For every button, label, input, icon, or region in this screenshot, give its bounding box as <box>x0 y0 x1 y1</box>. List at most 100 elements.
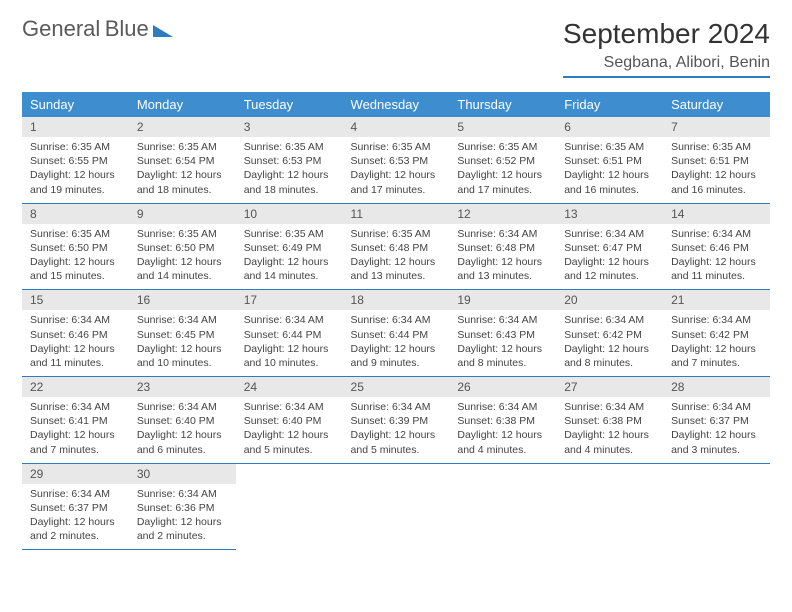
calendar-cell: 8Sunrise: 6:35 AMSunset: 6:50 PMDaylight… <box>22 203 129 290</box>
col-tuesday: Tuesday <box>236 92 343 117</box>
day-number: 19 <box>449 290 556 310</box>
day-number: 11 <box>343 204 450 224</box>
calendar-cell: 7Sunrise: 6:35 AMSunset: 6:51 PMDaylight… <box>663 117 770 203</box>
logo-line1: General <box>22 16 100 41</box>
day-number: 9 <box>129 204 236 224</box>
day-number: 4 <box>343 117 450 137</box>
title-block: September 2024 Segbana, Alibori, Benin <box>563 18 770 78</box>
calendar-cell: 24Sunrise: 6:34 AMSunset: 6:40 PMDayligh… <box>236 377 343 464</box>
calendar-table: Sunday Monday Tuesday Wednesday Thursday… <box>22 92 770 550</box>
day-number: 8 <box>22 204 129 224</box>
calendar-cell: 26Sunrise: 6:34 AMSunset: 6:38 PMDayligh… <box>449 377 556 464</box>
day-info: Sunrise: 6:34 AMSunset: 6:41 PMDaylight:… <box>22 397 129 463</box>
day-number: 30 <box>129 464 236 484</box>
calendar-row: 22Sunrise: 6:34 AMSunset: 6:41 PMDayligh… <box>22 377 770 464</box>
day-number: 29 <box>22 464 129 484</box>
day-info: Sunrise: 6:34 AMSunset: 6:43 PMDaylight:… <box>449 310 556 376</box>
calendar-cell: 5Sunrise: 6:35 AMSunset: 6:52 PMDaylight… <box>449 117 556 203</box>
calendar-head: Sunday Monday Tuesday Wednesday Thursday… <box>22 92 770 117</box>
calendar-cell: 25Sunrise: 6:34 AMSunset: 6:39 PMDayligh… <box>343 377 450 464</box>
day-number: 1 <box>22 117 129 137</box>
day-info: Sunrise: 6:34 AMSunset: 6:44 PMDaylight:… <box>236 310 343 376</box>
day-number: 18 <box>343 290 450 310</box>
calendar-cell: 14Sunrise: 6:34 AMSunset: 6:46 PMDayligh… <box>663 203 770 290</box>
day-info: Sunrise: 6:35 AMSunset: 6:54 PMDaylight:… <box>129 137 236 203</box>
calendar-row: 8Sunrise: 6:35 AMSunset: 6:50 PMDaylight… <box>22 203 770 290</box>
day-info: Sunrise: 6:34 AMSunset: 6:40 PMDaylight:… <box>236 397 343 463</box>
calendar-cell: 12Sunrise: 6:34 AMSunset: 6:48 PMDayligh… <box>449 203 556 290</box>
day-info: Sunrise: 6:34 AMSunset: 6:48 PMDaylight:… <box>449 224 556 290</box>
col-thursday: Thursday <box>449 92 556 117</box>
logo-line2: Blue <box>105 16 149 41</box>
day-number: 17 <box>236 290 343 310</box>
calendar-row: 1Sunrise: 6:35 AMSunset: 6:55 PMDaylight… <box>22 117 770 203</box>
calendar-cell <box>663 463 770 550</box>
calendar-cell: 23Sunrise: 6:34 AMSunset: 6:40 PMDayligh… <box>129 377 236 464</box>
day-number: 10 <box>236 204 343 224</box>
day-number: 21 <box>663 290 770 310</box>
day-number: 12 <box>449 204 556 224</box>
day-info: Sunrise: 6:34 AMSunset: 6:38 PMDaylight:… <box>449 397 556 463</box>
calendar-cell: 21Sunrise: 6:34 AMSunset: 6:42 PMDayligh… <box>663 290 770 377</box>
day-number: 13 <box>556 204 663 224</box>
day-info: Sunrise: 6:35 AMSunset: 6:51 PMDaylight:… <box>663 137 770 203</box>
calendar-cell <box>343 463 450 550</box>
day-info: Sunrise: 6:34 AMSunset: 6:46 PMDaylight:… <box>22 310 129 376</box>
day-number: 26 <box>449 377 556 397</box>
day-info: Sunrise: 6:34 AMSunset: 6:36 PMDaylight:… <box>129 484 236 550</box>
calendar-cell: 15Sunrise: 6:34 AMSunset: 6:46 PMDayligh… <box>22 290 129 377</box>
calendar-cell <box>556 463 663 550</box>
logo: General Blue <box>22 18 173 41</box>
calendar-row: 15Sunrise: 6:34 AMSunset: 6:46 PMDayligh… <box>22 290 770 377</box>
day-info: Sunrise: 6:34 AMSunset: 6:44 PMDaylight:… <box>343 310 450 376</box>
day-info: Sunrise: 6:34 AMSunset: 6:46 PMDaylight:… <box>663 224 770 290</box>
day-info: Sunrise: 6:35 AMSunset: 6:53 PMDaylight:… <box>236 137 343 203</box>
calendar-cell: 28Sunrise: 6:34 AMSunset: 6:37 PMDayligh… <box>663 377 770 464</box>
calendar-cell: 22Sunrise: 6:34 AMSunset: 6:41 PMDayligh… <box>22 377 129 464</box>
day-number: 22 <box>22 377 129 397</box>
calendar-cell: 20Sunrise: 6:34 AMSunset: 6:42 PMDayligh… <box>556 290 663 377</box>
day-info: Sunrise: 6:34 AMSunset: 6:42 PMDaylight:… <box>663 310 770 376</box>
day-number: 24 <box>236 377 343 397</box>
day-number: 23 <box>129 377 236 397</box>
day-number: 5 <box>449 117 556 137</box>
month-title: September 2024 <box>563 18 770 50</box>
calendar-cell: 19Sunrise: 6:34 AMSunset: 6:43 PMDayligh… <box>449 290 556 377</box>
page-header: General Blue September 2024 Segbana, Ali… <box>22 18 770 78</box>
day-number: 2 <box>129 117 236 137</box>
day-number: 25 <box>343 377 450 397</box>
calendar-body: 1Sunrise: 6:35 AMSunset: 6:55 PMDaylight… <box>22 117 770 550</box>
calendar-cell <box>236 463 343 550</box>
day-info: Sunrise: 6:34 AMSunset: 6:42 PMDaylight:… <box>556 310 663 376</box>
calendar-cell: 6Sunrise: 6:35 AMSunset: 6:51 PMDaylight… <box>556 117 663 203</box>
col-friday: Friday <box>556 92 663 117</box>
day-number: 20 <box>556 290 663 310</box>
location-text: Segbana, Alibori, Benin <box>563 54 770 78</box>
day-number: 28 <box>663 377 770 397</box>
day-info: Sunrise: 6:35 AMSunset: 6:50 PMDaylight:… <box>129 224 236 290</box>
day-info: Sunrise: 6:34 AMSunset: 6:37 PMDaylight:… <box>22 484 129 550</box>
day-info: Sunrise: 6:34 AMSunset: 6:47 PMDaylight:… <box>556 224 663 290</box>
day-info: Sunrise: 6:35 AMSunset: 6:55 PMDaylight:… <box>22 137 129 203</box>
calendar-cell: 4Sunrise: 6:35 AMSunset: 6:53 PMDaylight… <box>343 117 450 203</box>
day-info: Sunrise: 6:35 AMSunset: 6:49 PMDaylight:… <box>236 224 343 290</box>
day-number: 3 <box>236 117 343 137</box>
calendar-cell: 17Sunrise: 6:34 AMSunset: 6:44 PMDayligh… <box>236 290 343 377</box>
day-info: Sunrise: 6:34 AMSunset: 6:37 PMDaylight:… <box>663 397 770 463</box>
day-number: 15 <box>22 290 129 310</box>
day-info: Sunrise: 6:34 AMSunset: 6:45 PMDaylight:… <box>129 310 236 376</box>
col-saturday: Saturday <box>663 92 770 117</box>
day-info: Sunrise: 6:35 AMSunset: 6:52 PMDaylight:… <box>449 137 556 203</box>
day-info: Sunrise: 6:35 AMSunset: 6:48 PMDaylight:… <box>343 224 450 290</box>
col-sunday: Sunday <box>22 92 129 117</box>
day-number: 16 <box>129 290 236 310</box>
day-info: Sunrise: 6:34 AMSunset: 6:39 PMDaylight:… <box>343 397 450 463</box>
calendar-cell: 13Sunrise: 6:34 AMSunset: 6:47 PMDayligh… <box>556 203 663 290</box>
calendar-cell: 30Sunrise: 6:34 AMSunset: 6:36 PMDayligh… <box>129 463 236 550</box>
col-monday: Monday <box>129 92 236 117</box>
calendar-cell <box>449 463 556 550</box>
calendar-cell: 16Sunrise: 6:34 AMSunset: 6:45 PMDayligh… <box>129 290 236 377</box>
day-number: 6 <box>556 117 663 137</box>
calendar-cell: 1Sunrise: 6:35 AMSunset: 6:55 PMDaylight… <box>22 117 129 203</box>
col-wednesday: Wednesday <box>343 92 450 117</box>
